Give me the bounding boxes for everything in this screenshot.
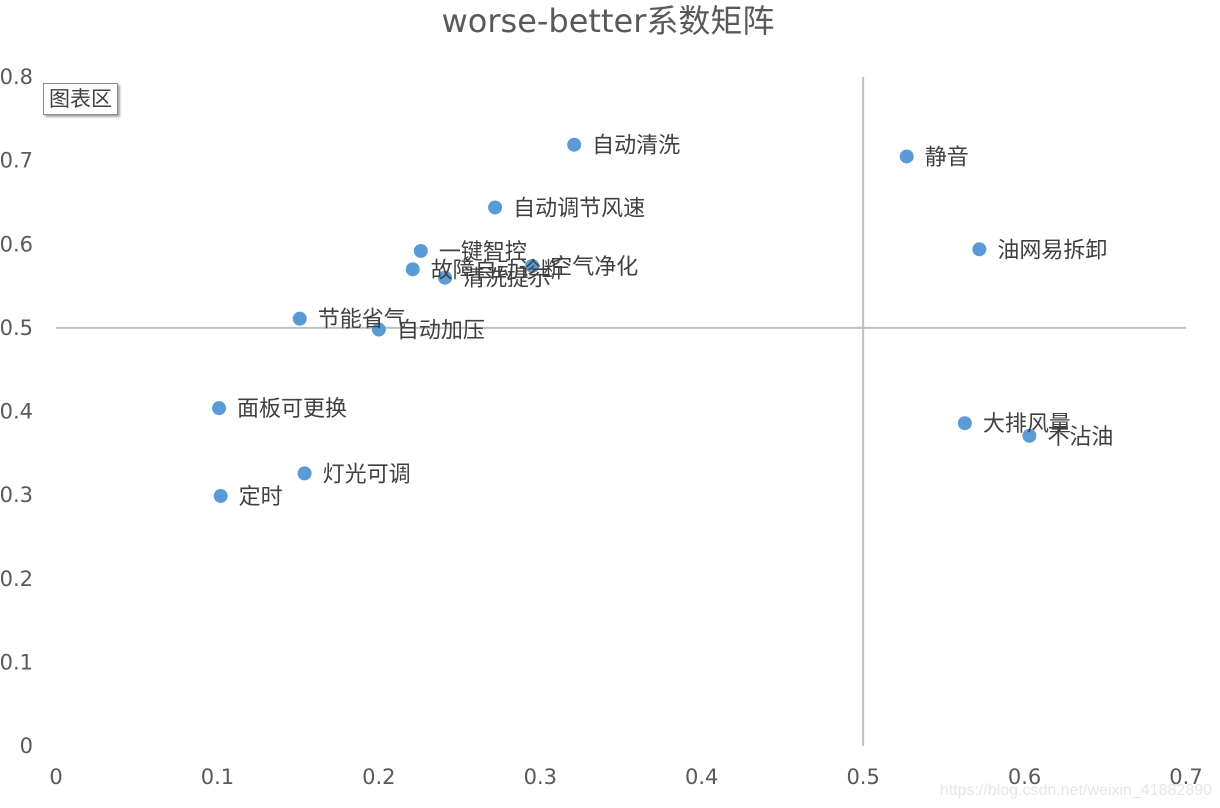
x-tick-label: 0.5 <box>846 765 879 789</box>
axes: 0 0.1 0.2 0.3 0.4 0.5 0.6 0.7 0.8 0 0.1 0.2 0.3 0.4 0.… <box>0 65 1203 789</box>
y-tick-label: 0.7 <box>0 149 33 173</box>
data-point <box>957 416 972 431</box>
data-point <box>438 270 453 285</box>
data-point <box>292 311 307 326</box>
chart-title: worse-better系数矩阵 <box>442 2 775 40</box>
data-point-label: 自动加压 <box>397 319 485 344</box>
data-point <box>371 322 386 337</box>
reference-lines <box>56 77 1186 746</box>
y-tick-label: 0.2 <box>0 567 33 591</box>
data-point <box>213 488 228 503</box>
data-point <box>212 401 227 416</box>
data-point-label: 静音 <box>925 145 969 170</box>
x-tick-label: 0.6 <box>1008 765 1041 789</box>
chart-area-tag: 图表区 <box>43 83 118 115</box>
data-point-label: 清洗提示 <box>463 267 551 292</box>
x-tick-label: 0.1 <box>201 765 234 789</box>
y-tick-label: 0.8 <box>0 65 33 89</box>
data-point-label: 定时 <box>239 485 283 510</box>
data-point <box>488 200 503 215</box>
data-point-label: 自动调节风速 <box>513 196 645 221</box>
y-tick-label: 0 <box>20 734 33 758</box>
y-tick-label: 0.4 <box>0 400 33 424</box>
watermark: https://blog.csdn.net/weixin_41882890 <box>939 782 1212 799</box>
x-tick-label: 0.2 <box>362 765 395 789</box>
x-tick-label: 0 <box>49 765 62 789</box>
data-point-label: 空气净化 <box>550 255 638 280</box>
data-point <box>413 243 428 258</box>
data-point-label: 大排风量 <box>983 412 1071 437</box>
x-tick-label: 0.4 <box>685 765 718 789</box>
data-point <box>567 137 582 152</box>
x-tick-label: 0.3 <box>524 765 557 789</box>
data-point-label: 故障自动诊断 <box>431 258 563 283</box>
data-point <box>405 262 420 277</box>
x-tick-label: 0.7 <box>1169 765 1202 789</box>
data-point-label: 一键智控 <box>439 240 527 265</box>
data-point-label: 面板可更换 <box>237 397 347 422</box>
y-tick-label: 0.6 <box>0 232 33 256</box>
y-tick-label: 0.1 <box>0 650 33 674</box>
data-point-label: 不沾油 <box>1047 425 1113 450</box>
data-points <box>212 137 1037 503</box>
y-tick-label: 0.3 <box>0 483 33 507</box>
data-point-label: 节能省气 <box>318 308 406 333</box>
data-point <box>525 258 540 273</box>
data-point <box>972 242 987 257</box>
data-point <box>1022 428 1037 443</box>
data-point-label: 灯光可调 <box>323 462 411 487</box>
y-tick-label: 0.5 <box>0 316 33 340</box>
data-point <box>297 466 312 481</box>
data-point-label: 自动清洗 <box>592 134 680 159</box>
data-point-label: 油网易拆卸 <box>997 238 1107 263</box>
data-point <box>899 149 914 164</box>
